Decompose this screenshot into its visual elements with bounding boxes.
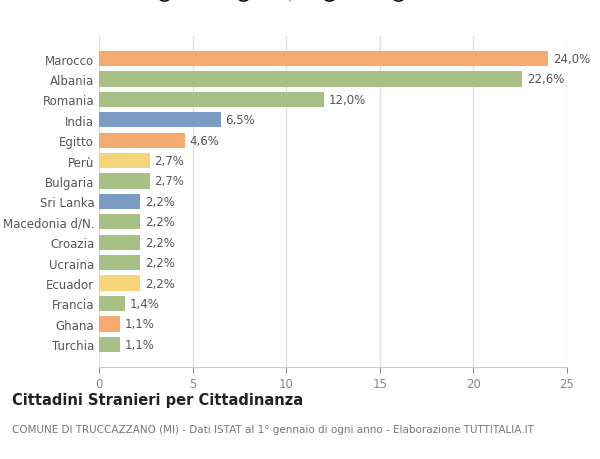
Bar (99, 133, 185, 149)
Bar (99, 337, 119, 352)
Text: 2,2%: 2,2% (145, 216, 175, 229)
Bar (99, 215, 140, 230)
Text: 2,2%: 2,2% (145, 196, 175, 208)
Text: 1,1%: 1,1% (124, 318, 154, 330)
Bar (99, 154, 149, 169)
Bar (99, 255, 140, 271)
Text: COMUNE DI TRUCCAZZANO (MI) - Dati ISTAT al 1° gennaio di ogni anno - Elaborazion: COMUNE DI TRUCCAZZANO (MI) - Dati ISTAT … (12, 425, 534, 435)
Text: 2,7%: 2,7% (154, 175, 184, 188)
Bar (99, 276, 140, 291)
Text: 2,2%: 2,2% (145, 236, 175, 249)
Text: 12,0%: 12,0% (328, 94, 365, 106)
Text: 4,6%: 4,6% (190, 134, 220, 147)
Bar (99, 72, 522, 87)
Text: 1,1%: 1,1% (124, 338, 154, 351)
Text: Cittadini Stranieri per Cittadinanza: Cittadini Stranieri per Cittadinanza (12, 392, 303, 408)
Text: 2,2%: 2,2% (145, 277, 175, 290)
Bar (99, 92, 323, 108)
Text: 2,7%: 2,7% (154, 155, 184, 168)
Text: 1,4%: 1,4% (130, 297, 160, 310)
Bar (99, 113, 221, 128)
Bar (99, 296, 125, 312)
Text: 24,0%: 24,0% (553, 53, 590, 66)
Legend: Africa, Europa, Asia, America: Africa, Europa, Asia, America (147, 0, 472, 6)
Text: 22,6%: 22,6% (527, 73, 564, 86)
Bar (99, 194, 140, 210)
Text: 2,2%: 2,2% (145, 257, 175, 269)
Text: 6,5%: 6,5% (226, 114, 255, 127)
Bar (99, 317, 119, 332)
Bar (99, 235, 140, 250)
Bar (99, 52, 548, 67)
Bar (99, 174, 149, 189)
